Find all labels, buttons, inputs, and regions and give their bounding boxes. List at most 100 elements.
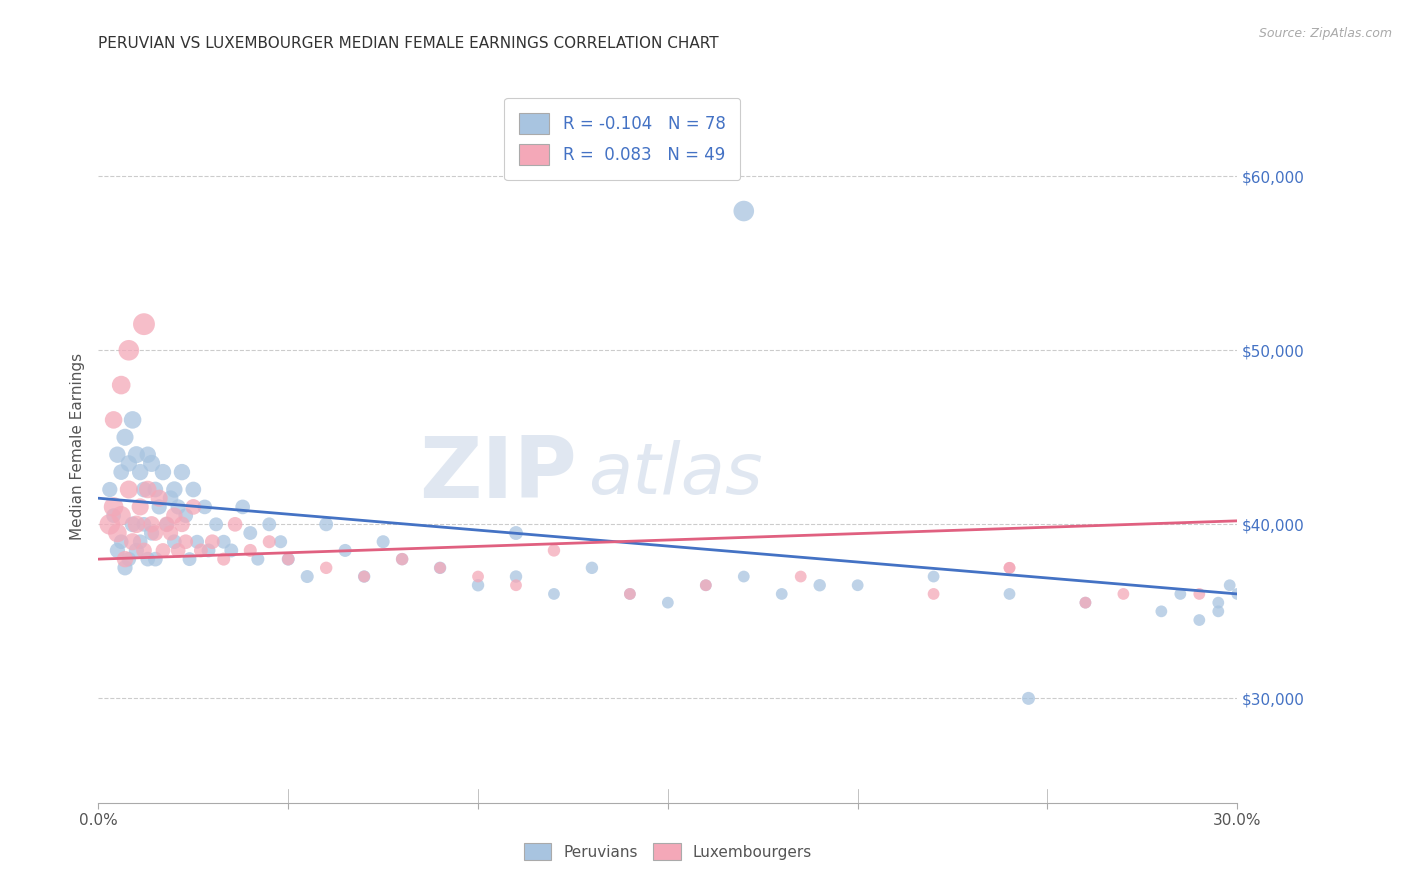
Point — [212, 534, 235, 549]
Point — [270, 534, 292, 549]
Point — [808, 578, 831, 592]
Point — [695, 578, 717, 592]
Point — [132, 317, 155, 331]
Point — [297, 569, 319, 583]
Point — [1170, 587, 1192, 601]
Point — [239, 526, 262, 541]
Point — [391, 552, 413, 566]
Point — [922, 587, 945, 601]
Point — [315, 517, 337, 532]
Point — [770, 587, 793, 601]
Point — [110, 508, 132, 523]
Point — [107, 526, 129, 541]
Point — [657, 596, 679, 610]
Text: atlas: atlas — [588, 440, 762, 509]
Point — [129, 534, 152, 549]
Point — [221, 543, 243, 558]
Point — [315, 561, 337, 575]
Point — [224, 517, 246, 532]
Point — [118, 552, 141, 566]
Text: ZIP: ZIP — [419, 433, 576, 516]
Point — [129, 465, 152, 479]
Point — [121, 534, 143, 549]
Point — [107, 448, 129, 462]
Point — [1208, 596, 1230, 610]
Point — [174, 508, 197, 523]
Point — [145, 526, 167, 541]
Point — [1208, 604, 1230, 618]
Point — [998, 587, 1021, 601]
Point — [201, 534, 224, 549]
Point — [1226, 587, 1249, 601]
Point — [132, 543, 155, 558]
Point — [183, 483, 205, 497]
Point — [1018, 691, 1040, 706]
Point — [543, 543, 565, 558]
Point — [429, 561, 451, 575]
Point — [353, 569, 375, 583]
Point — [141, 457, 163, 471]
Point — [353, 569, 375, 583]
Point — [179, 552, 201, 566]
Point — [183, 500, 205, 514]
Point — [167, 543, 190, 558]
Point — [581, 561, 603, 575]
Point — [1219, 578, 1241, 592]
Point — [371, 534, 394, 549]
Point — [232, 500, 254, 514]
Point — [136, 552, 159, 566]
Point — [174, 534, 197, 549]
Point — [259, 517, 281, 532]
Point — [246, 552, 269, 566]
Point — [152, 465, 174, 479]
Point — [132, 483, 155, 497]
Point — [132, 517, 155, 532]
Point — [197, 543, 219, 558]
Point — [170, 465, 193, 479]
Point — [543, 587, 565, 601]
Y-axis label: Median Female Earnings: Median Female Earnings — [69, 352, 84, 540]
Point — [141, 517, 163, 532]
Point — [212, 552, 235, 566]
Point — [107, 543, 129, 558]
Text: PERUVIAN VS LUXEMBOURGER MEDIAN FEMALE EARNINGS CORRELATION CHART: PERUVIAN VS LUXEMBOURGER MEDIAN FEMALE E… — [98, 36, 718, 51]
Point — [98, 517, 121, 532]
Point — [277, 552, 299, 566]
Point — [136, 483, 159, 497]
Point — [505, 569, 527, 583]
Point — [103, 413, 125, 427]
Point — [148, 500, 170, 514]
Point — [335, 543, 357, 558]
Point — [190, 543, 212, 558]
Point — [1074, 596, 1097, 610]
Point — [136, 448, 159, 462]
Point — [505, 578, 527, 592]
Legend: Peruvians, Luxembourgers: Peruvians, Luxembourgers — [517, 837, 818, 866]
Point — [277, 552, 299, 566]
Point — [998, 561, 1021, 575]
Point — [156, 517, 179, 532]
Point — [846, 578, 869, 592]
Point — [145, 552, 167, 566]
Point — [114, 561, 136, 575]
Text: Source: ZipAtlas.com: Source: ZipAtlas.com — [1258, 27, 1392, 40]
Point — [163, 534, 186, 549]
Point — [125, 448, 148, 462]
Point — [205, 517, 228, 532]
Point — [159, 491, 181, 506]
Point — [152, 543, 174, 558]
Point — [121, 517, 143, 532]
Point — [467, 578, 489, 592]
Point — [239, 543, 262, 558]
Point — [922, 569, 945, 583]
Point — [103, 508, 125, 523]
Point — [194, 500, 217, 514]
Point — [1150, 604, 1173, 618]
Point — [125, 517, 148, 532]
Point — [733, 204, 755, 219]
Point — [619, 587, 641, 601]
Point — [695, 578, 717, 592]
Point — [467, 569, 489, 583]
Point — [1188, 587, 1211, 601]
Point — [733, 569, 755, 583]
